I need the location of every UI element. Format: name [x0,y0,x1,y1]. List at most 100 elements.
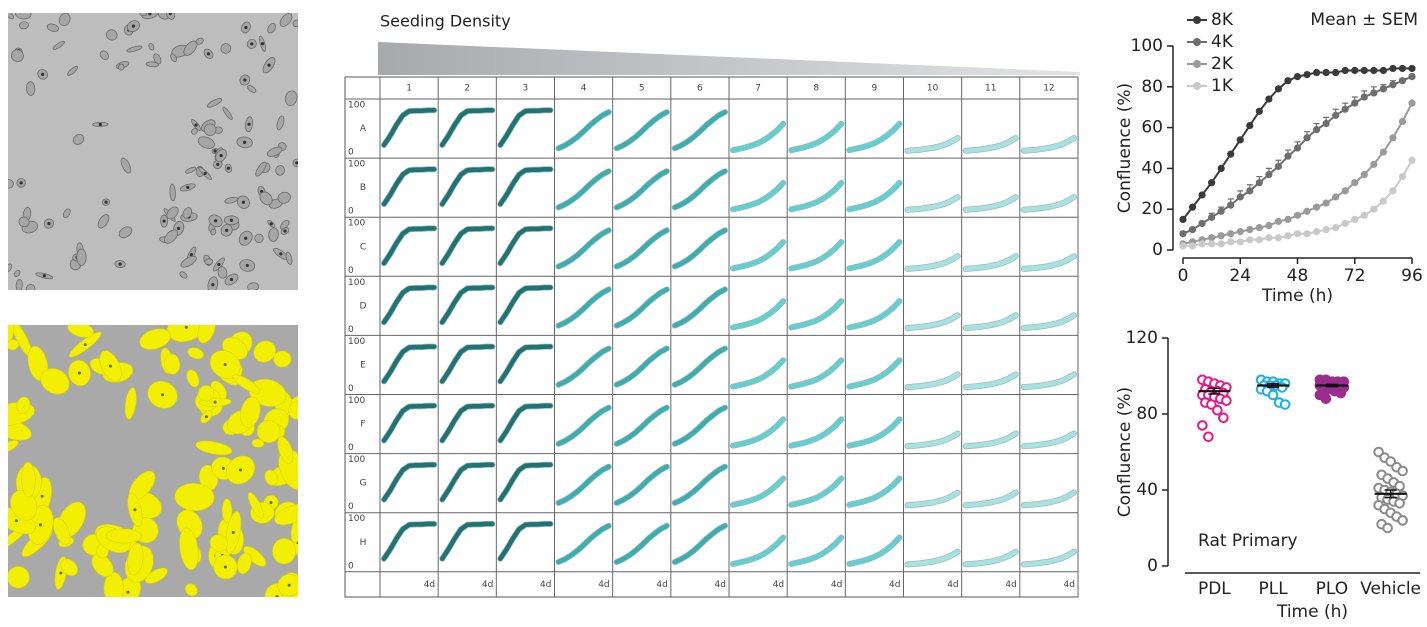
plate-col-label: 7 [755,84,761,94]
cell-nucleus [213,149,217,153]
cell [62,208,71,219]
mask-blob [221,498,233,524]
cell [13,269,21,277]
cell [197,136,215,149]
y-tick-label: 0 [1152,240,1163,260]
cell-nucleus [104,200,108,204]
growth-curve [672,405,728,447]
series-point [1379,85,1387,93]
mask-blob [16,396,31,415]
cell-nucleus [203,171,207,176]
cell-nucleus [47,221,51,226]
mask-blob [273,350,292,368]
y-tick-label: 60 [1141,118,1163,138]
plate-duration-label: 4d [482,580,493,590]
cell [117,63,125,71]
series-point [1312,68,1321,77]
growth-curve [498,344,553,384]
growth-curve [381,285,437,325]
series-point [1389,134,1397,142]
growth-curve [556,109,611,151]
cell-nucleus [219,153,223,158]
cell-nucleus [245,263,249,268]
mask-blob [277,436,294,464]
cell-nucleus [243,78,247,82]
growth-curve [439,285,495,325]
series-point [1312,203,1321,211]
plate-col-label: 11 [985,84,996,94]
data-point [1267,389,1279,401]
cell-nucleus [211,283,215,287]
growth-curve [672,287,728,328]
cell-nucleus [206,52,211,56]
mask-dot [109,364,113,368]
series-point [1398,77,1407,85]
plate-title: Seeding Density [380,12,511,31]
x-tick-label: 48 [1287,266,1309,286]
legend-label: 1K [1211,76,1234,96]
growth-curve [963,431,1019,449]
series-point [1217,207,1225,215]
x-axis-label: Time (h) [1276,602,1348,622]
growth-curve [672,228,728,269]
cell-nucleus [131,24,136,28]
plate-y-tick-label: 100 [348,278,365,288]
x-tick-label: 72 [1344,266,1366,286]
series-point [1227,201,1235,209]
cell [204,258,214,265]
series-point [1351,215,1359,223]
y-tick-label: 100 [1131,36,1163,56]
growth-curve [381,167,437,207]
cell [52,40,65,50]
mask-blob [10,490,38,521]
growth-curve [788,357,844,389]
mask-blob [237,552,252,575]
growth-curve [498,107,553,148]
plate-duration-label: 4d [947,580,958,590]
growth-curve [614,405,670,447]
series-point [1351,66,1359,75]
cell [99,50,109,61]
plate-y-tick-label: 100 [348,101,365,111]
cell [259,191,273,206]
series-point [1370,160,1378,168]
growth-curve [498,167,553,207]
plate-duration-label: 4d [424,580,435,590]
mask-blob [103,571,124,597]
growth-curve [672,168,728,210]
growth-curve [381,403,437,443]
mask-blob [67,325,94,338]
annotation: Mean ± SEM [1310,10,1418,30]
plate-row-label: B [360,183,366,193]
series-point [1274,234,1283,242]
coating-chart: 0 40 80 120 Confluence (%) Time (h) Rat Primar… [1115,328,1421,622]
cell [247,85,257,93]
mask-blob [127,542,144,576]
cell [25,284,36,290]
growth-curve [614,523,670,565]
cell [164,229,179,244]
growth-curve [439,403,495,443]
growth-curve [847,417,902,448]
mask-dot [83,343,87,347]
cell [292,19,298,28]
mask-dot [231,531,235,535]
mask-dot [161,393,165,397]
cell [222,106,233,120]
series-point [1246,121,1254,130]
plate-y-tick-label: 100 [348,160,365,170]
plate-col-label: 5 [639,84,645,94]
cell [206,97,223,108]
mask-dot [133,508,137,512]
series-point [1389,187,1397,195]
plate-row-label: F [360,420,365,430]
series-point [1341,219,1349,228]
growth-curve [556,287,611,328]
series-point [1265,170,1273,179]
series-point [1322,199,1330,207]
mask-dot [204,415,208,419]
series-point [1198,191,1206,199]
growth-curve [672,523,728,565]
series-point [1303,134,1311,142]
